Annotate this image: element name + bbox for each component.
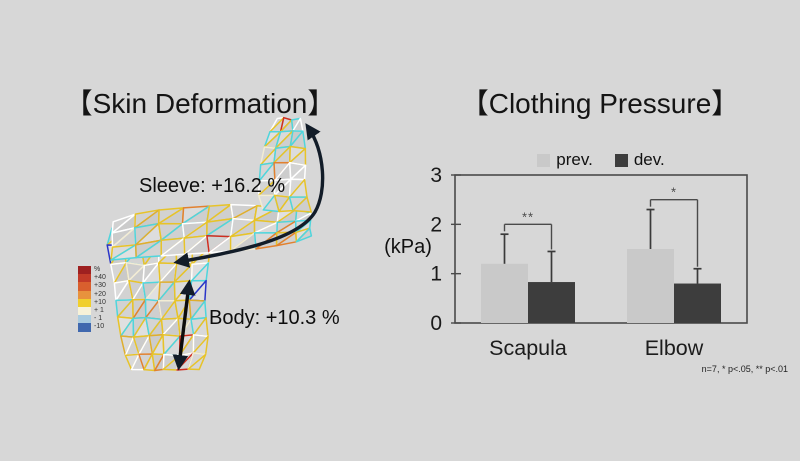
colorbar-swatch: [78, 290, 91, 299]
colorbar-swatch: [78, 315, 91, 324]
category-label-elbow: Elbow: [645, 336, 704, 360]
arm-mesh-figure: [106, 116, 325, 372]
bar-dev-elbow: [674, 283, 721, 323]
y-tick-label: 1: [430, 263, 442, 286]
y-axis-label: (kPa): [384, 236, 432, 258]
sleeve-strain-label: Sleeve: +16.2 %: [139, 175, 286, 197]
colorbar-tick-label: +40: [94, 274, 106, 282]
colorbar-tick-label: + 1: [94, 306, 104, 314]
colorbar-swatch: [78, 306, 91, 316]
bar-dev-scapula: [528, 282, 575, 323]
bar-prev-scapula: [481, 263, 528, 323]
y-tick-label: 2: [430, 213, 442, 236]
colorbar-row: - 1: [78, 315, 106, 324]
legend-swatch-icon: [537, 153, 551, 167]
category-label-scapula: Scapula: [489, 336, 567, 360]
body-measurement-arrow: [172, 279, 196, 371]
statistics-note: n=7, * p<.05, ** p<.01: [701, 364, 788, 374]
strain-colorbar: % +40 +30 +20 +10 + 1- 1 -10: [78, 266, 106, 332]
colorbar-swatch: [78, 282, 91, 291]
colorbar-row: +40: [78, 274, 106, 283]
colorbar-row: +10: [78, 298, 106, 307]
colorbar-row: -10: [78, 323, 106, 332]
y-tick-label: 3: [430, 164, 442, 187]
colorbar-tick-label: +10: [94, 298, 106, 306]
sleeve-measurement-arrow: [173, 123, 325, 268]
colorbar-swatch: [78, 266, 91, 275]
legend-item-prev: prev.: [537, 150, 593, 170]
colorbar-row: +30: [78, 282, 106, 291]
colorbar-swatch: [78, 323, 91, 332]
colorbar-row: %: [78, 266, 106, 275]
colorbar-tick-label: -10: [94, 323, 105, 331]
body-strain-label: Body: +10.3 %: [209, 307, 340, 329]
colorbar-swatch: [78, 274, 91, 283]
skin-deformation-title: 【Skin Deformation】: [64, 88, 336, 119]
colorbar-swatch: [78, 298, 91, 307]
clothing-pressure-title: 【Clothing Pressure】: [460, 88, 740, 119]
colorbar-row: + 1: [78, 306, 106, 316]
colorbar-tick-label: - 1: [94, 315, 103, 323]
legend-swatch-icon: [614, 153, 628, 167]
bar-prev-elbow: [627, 249, 674, 323]
colorbar-tick-label: +30: [94, 282, 106, 290]
y-tick-label: 0: [430, 312, 442, 335]
legend-label: dev.: [633, 150, 665, 169]
legend-item-dev: dev.: [614, 150, 665, 170]
chart-legend: prev. dev.: [455, 150, 747, 170]
plot-border: [454, 174, 748, 324]
legend-label: prev.: [556, 150, 593, 169]
sig-marker: **: [522, 209, 534, 224]
colorbar-tick-label: +20: [94, 290, 106, 298]
sig-marker: *: [671, 185, 677, 200]
colorbar-tick-label: %: [94, 266, 101, 273]
colorbar-row: +20: [78, 290, 106, 299]
skin-mesh: [106, 116, 313, 372]
